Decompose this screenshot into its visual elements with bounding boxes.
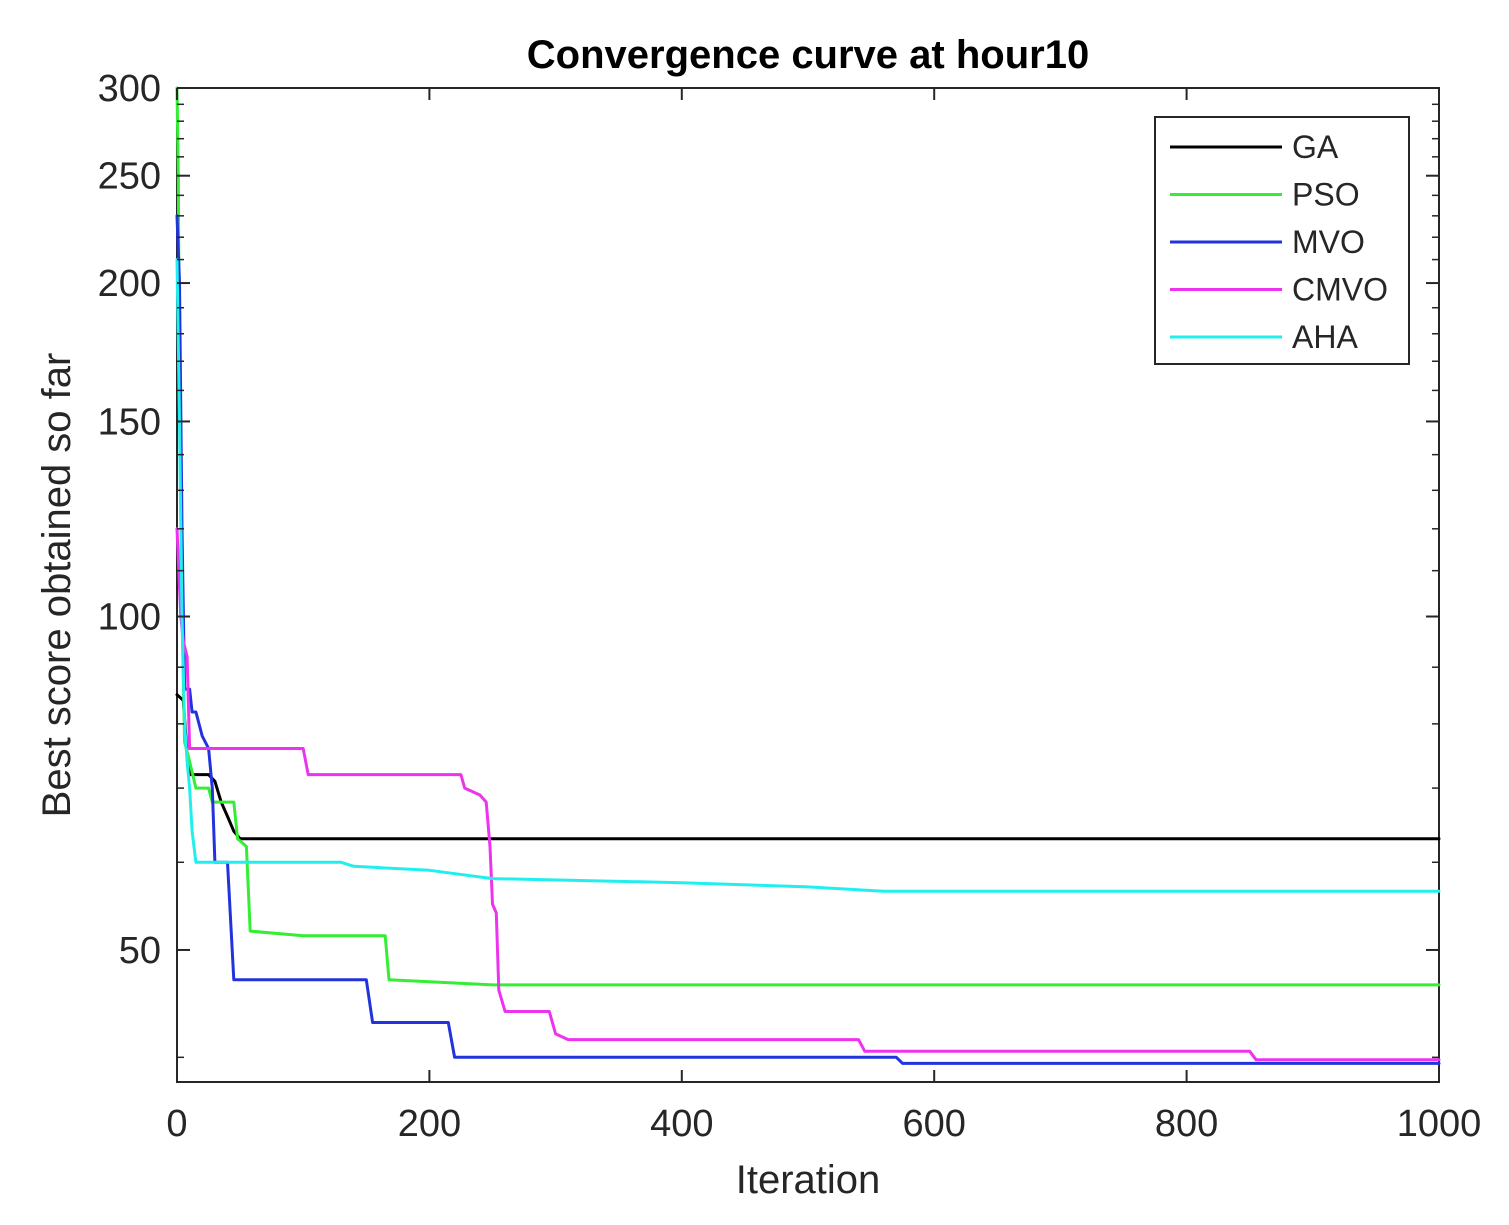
x-tick-label: 400 xyxy=(650,1103,713,1145)
x-axis-label: Iteration xyxy=(736,1158,881,1202)
x-tick-label: 200 xyxy=(398,1103,461,1145)
legend-label-aha: AHA xyxy=(1292,319,1358,355)
y-tick-label: 300 xyxy=(98,68,161,110)
legend-label-pso: PSO xyxy=(1292,177,1360,213)
legend-label-mvo: MVO xyxy=(1292,224,1365,260)
y-axis-label: Best score obtained so far xyxy=(35,353,79,818)
axis-ticks: 0 200 400 600 800 1000 50 100 150 200 250 300 xyxy=(98,68,1482,1145)
legend-label-cmvo: CMVO xyxy=(1292,272,1388,308)
legend: GA PSO MVO CMVO AHA xyxy=(1154,116,1410,365)
series-line-cmvo xyxy=(175,527,1441,1062)
y-tick-label: 200 xyxy=(98,263,161,305)
x-tick-label: 1000 xyxy=(1397,1103,1482,1145)
y-tick-label: 150 xyxy=(98,401,161,443)
y-tick-label: 100 xyxy=(98,597,161,639)
chart-title: Convergence curve at hour10 xyxy=(527,33,1089,77)
series-line-aha xyxy=(175,258,1441,893)
x-tick-label: 600 xyxy=(902,1103,965,1145)
y-tick-label: 50 xyxy=(119,930,161,972)
series-lines xyxy=(175,86,1441,1065)
x-tick-label: 0 xyxy=(166,1103,187,1145)
x-tick-label: 800 xyxy=(1155,1103,1218,1145)
y-tick-label: 250 xyxy=(98,156,161,198)
legend-label-ga: GA xyxy=(1292,129,1339,165)
